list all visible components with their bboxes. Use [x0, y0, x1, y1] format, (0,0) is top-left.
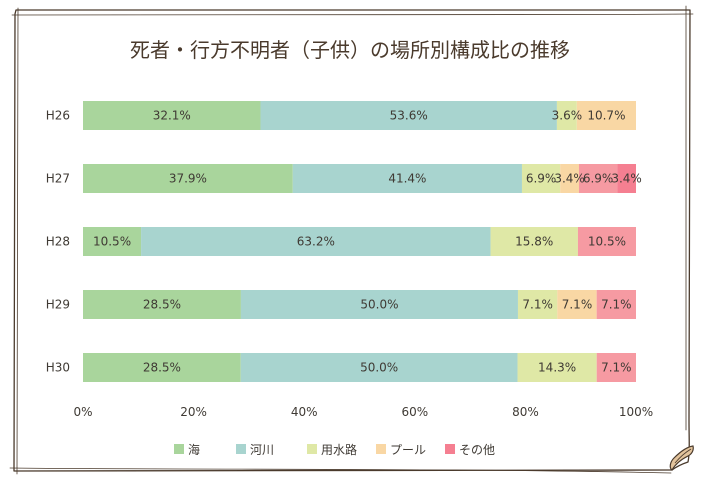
legend-item: 海: [174, 442, 200, 457]
data-label: 15.8%: [515, 235, 553, 249]
category-label: H28: [46, 235, 70, 249]
bar-segment: [240, 353, 518, 382]
category-label: H27: [46, 172, 70, 186]
bar-segment: [83, 290, 241, 319]
legend-swatch: [236, 444, 246, 454]
bar-segment: [83, 164, 293, 193]
data-label: 32.1%: [153, 109, 191, 123]
bars-layer: [83, 101, 636, 382]
bar-segment: [557, 290, 597, 319]
bar-segment: [578, 164, 618, 193]
data-label: 7.1%: [601, 361, 632, 375]
frame-overstroke: [9, 5, 694, 475]
data-label: 53.6%: [390, 109, 428, 123]
x-tick-labels-layer: 0% 20% 40% 60% 80% 100%: [73, 405, 653, 419]
data-label: 28.5%: [143, 361, 181, 375]
data-label: 6.9%: [526, 172, 557, 186]
legend-label: その他: [459, 443, 495, 457]
category-labels-layer: H26 H27 H28 H29 H30: [46, 109, 70, 375]
legend-item: その他: [445, 443, 495, 457]
bar-segment: [490, 227, 578, 256]
data-label: 7.1%: [601, 298, 632, 312]
bar-segment: [556, 101, 577, 130]
bar-segment: [260, 101, 557, 130]
data-label: 41.4%: [388, 172, 426, 186]
bar-segment: [83, 353, 241, 382]
category-label: H29: [46, 298, 70, 312]
x-tick-label: 40%: [291, 405, 318, 419]
data-label: 7.1%: [522, 298, 553, 312]
page-curl-line: [674, 448, 692, 464]
legend-item: 河川: [236, 443, 274, 457]
bar-segment: [521, 164, 561, 193]
bar-segment: [596, 290, 636, 319]
data-label: 14.3%: [538, 361, 576, 375]
data-label: 10.7%: [587, 109, 625, 123]
data-label: 10.5%: [93, 235, 131, 249]
data-label: 10.5%: [588, 235, 626, 249]
data-label: 28.5%: [143, 298, 181, 312]
x-tick-label: 80%: [512, 405, 539, 419]
bar-segment: [517, 290, 558, 319]
segment-labels-layer: 32.1% 53.6% 3.6% 10.7%37.9% 41.4% 6.9%3.4%6.9…: [93, 109, 642, 375]
legend-swatch: [376, 444, 386, 454]
legend-swatch: [174, 444, 184, 454]
page-curl: [669, 445, 694, 471]
bar-segment: [596, 353, 636, 382]
bar-segment: [617, 164, 636, 193]
bar-segment: [517, 353, 597, 382]
data-label: 3.4%: [554, 172, 585, 186]
bar-segment: [83, 227, 142, 256]
legend: 海 河川 用水路 プール その他: [174, 442, 495, 457]
data-label: 63.2%: [297, 235, 335, 249]
legend-item: プール: [376, 443, 426, 457]
chart-title: 死者・行方不明者（子供）の場所別構成比の推移: [130, 38, 570, 62]
x-tick-label: 20%: [180, 405, 207, 419]
bar-segment: [577, 227, 636, 256]
data-label: 7.1%: [562, 298, 593, 312]
legend-item: 用水路: [307, 442, 357, 457]
legend-label: 河川: [250, 443, 274, 457]
data-label: 3.6%: [552, 109, 583, 123]
data-label: 37.9%: [169, 172, 207, 186]
bar-segment: [292, 164, 522, 193]
legend-label: 用水路: [321, 442, 357, 457]
x-tick-label: 100%: [619, 405, 653, 419]
bar-segment: [576, 101, 636, 130]
category-label: H26: [46, 109, 70, 123]
legend-label: プール: [390, 443, 426, 457]
legend-swatch: [307, 444, 317, 454]
data-label: 50.0%: [360, 361, 398, 375]
bar-segment: [240, 290, 518, 319]
bar-segment: [141, 227, 491, 256]
data-label: 6.9%: [583, 172, 614, 186]
data-label: 50.0%: [360, 298, 398, 312]
bar-segment: [83, 101, 261, 130]
x-tick-label: 60%: [401, 405, 428, 419]
category-label: H30: [46, 361, 70, 375]
legend-label: 海: [188, 442, 200, 457]
x-tick-label: 0%: [73, 405, 92, 419]
legend-swatch: [445, 444, 455, 454]
bar-segment: [560, 164, 579, 193]
data-label: 3.4%: [611, 172, 642, 186]
